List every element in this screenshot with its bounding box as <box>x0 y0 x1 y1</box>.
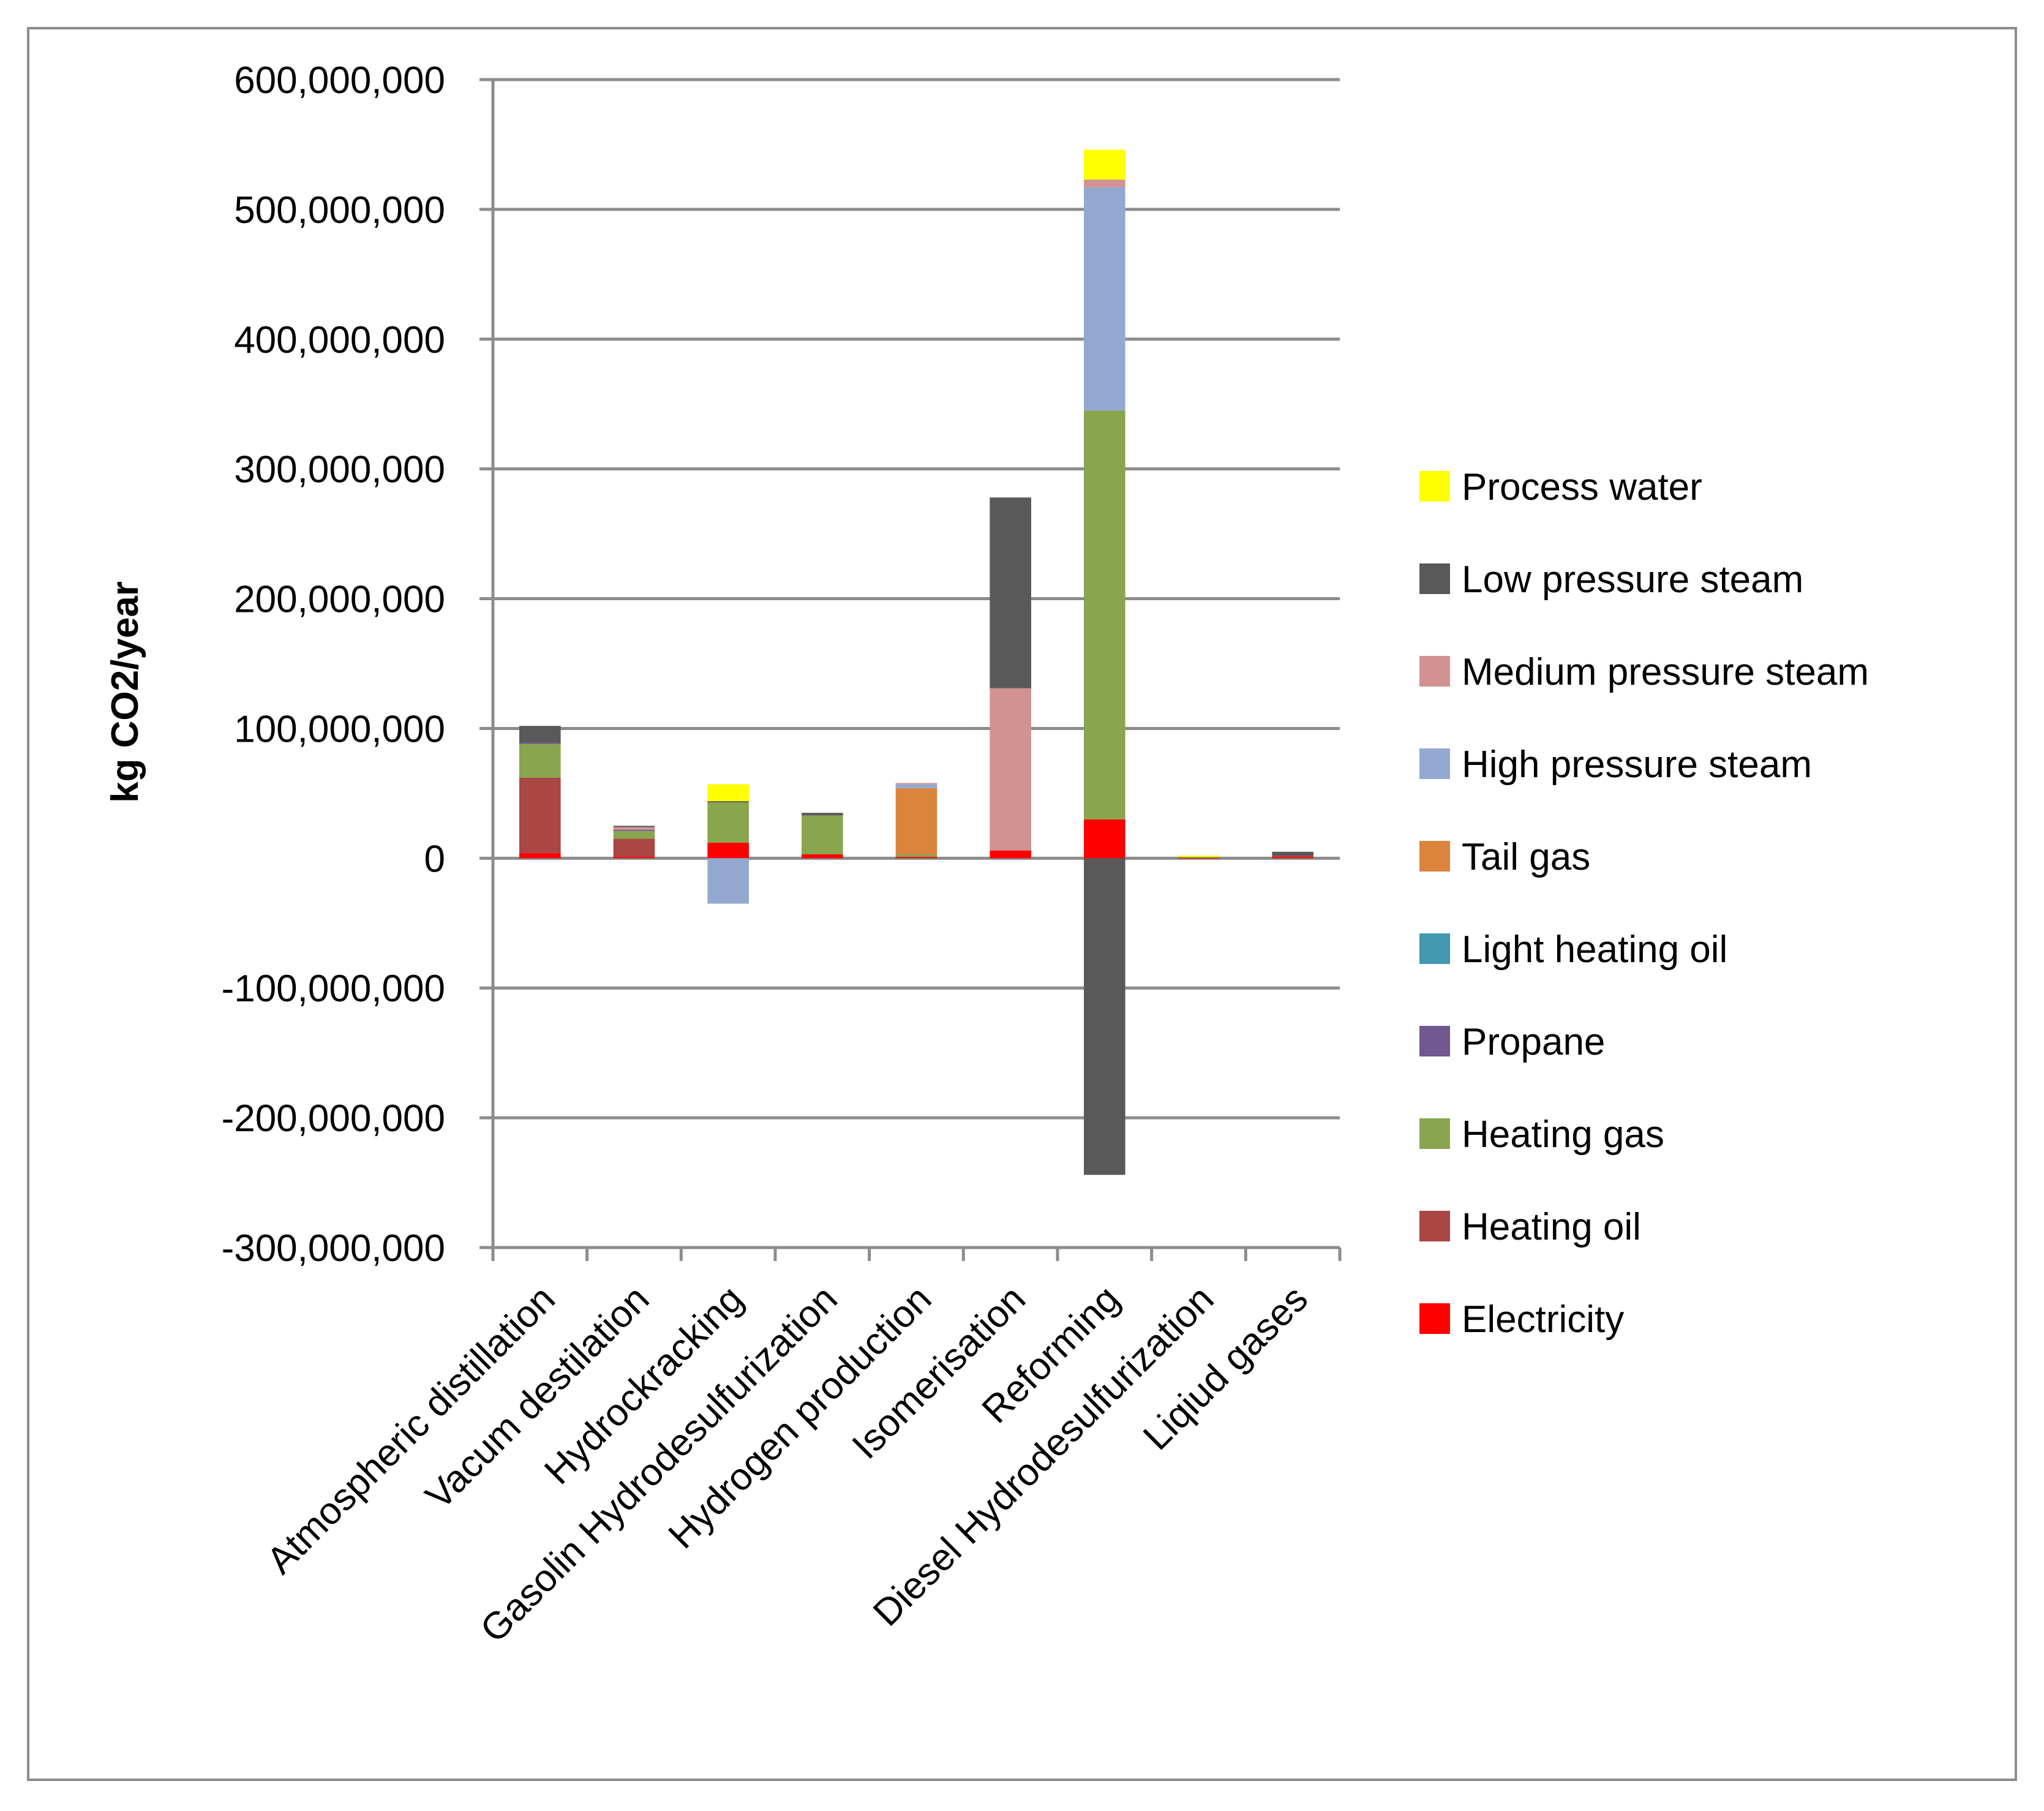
y-axis-label: kg CO2/year <box>104 581 146 803</box>
legend-label: Heating gas <box>1462 1113 1664 1156</box>
bar-segment <box>613 827 655 830</box>
axes <box>491 80 1342 1261</box>
legend-label: Low pressure steam <box>1462 559 1803 601</box>
y-tick-label: 400,000,000 <box>234 319 445 361</box>
legend-swatch <box>1419 1211 1450 1241</box>
bar-segment <box>613 857 655 859</box>
bar-segment <box>895 857 937 859</box>
bar-segment <box>519 742 561 744</box>
y-tick-label: -200,000,000 <box>222 1098 445 1140</box>
bar-segment <box>1178 857 1220 859</box>
bar-segment <box>1084 179 1125 187</box>
bar-segment <box>519 744 561 778</box>
bar-segment <box>519 777 561 853</box>
legend-swatch <box>1419 1303 1450 1334</box>
legend-swatch <box>1419 656 1450 687</box>
bar-segment <box>707 801 749 803</box>
bar-segment <box>895 784 937 788</box>
legend-label: Heating oil <box>1462 1206 1641 1248</box>
bar-segment <box>895 854 937 857</box>
bars <box>519 149 1313 1175</box>
bar-segment <box>707 842 749 859</box>
y-tick-label: 500,000,000 <box>234 189 445 232</box>
bar-segment <box>613 829 655 831</box>
y-tick-label: 300,000,000 <box>234 449 445 491</box>
bar-segment <box>895 788 937 854</box>
bar-segment <box>1084 858 1125 1175</box>
y-tick-label: 100,000,000 <box>234 708 445 750</box>
bar-segment <box>1178 857 1220 858</box>
bar-segment <box>990 850 1031 859</box>
legend-label: Electricity <box>1462 1298 1624 1341</box>
chart-border <box>27 27 2017 1781</box>
bar-segment <box>1272 851 1313 856</box>
legend-swatch <box>1419 841 1450 872</box>
legend-swatch <box>1419 933 1450 964</box>
legend-label: Process water <box>1462 466 1702 508</box>
legend-label: Light heating oil <box>1462 928 1727 971</box>
legend-label: Medium pressure steam <box>1462 651 1869 693</box>
bar-segment <box>990 688 1031 851</box>
y-tick-label: -300,000,000 <box>222 1227 445 1270</box>
bar-segment <box>1272 856 1313 857</box>
bar-segment <box>1178 856 1220 857</box>
bar-segment <box>613 826 655 827</box>
bar-segment <box>519 726 561 743</box>
bar-segment <box>802 815 843 854</box>
legend: Process water Low pressure steam Medium pr… <box>1419 466 1869 1341</box>
bar-segment <box>802 813 843 816</box>
bar-segment <box>613 838 655 857</box>
legend-label: Propane <box>1462 1021 1605 1063</box>
legend-swatch <box>1419 1118 1450 1149</box>
y-tick-label: -100,000,000 <box>222 968 445 1010</box>
bar-segment <box>707 858 749 904</box>
bar-segment <box>707 784 749 802</box>
bar-segment <box>990 497 1031 688</box>
bar-segment <box>1084 149 1125 180</box>
bar-segment <box>802 854 843 859</box>
y-tick-labels: 600,000,000 500,000,000 400,000,000 300,000… <box>222 59 445 1270</box>
y-tick-label: 0 <box>424 838 445 880</box>
legend-swatch <box>1419 748 1450 779</box>
bar-segment <box>895 783 937 785</box>
legend-swatch <box>1419 563 1450 594</box>
legend-label: High pressure steam <box>1462 744 1812 786</box>
y-tick-label: 200,000,000 <box>234 579 445 621</box>
bar-segment <box>707 802 749 843</box>
bar-segment <box>1084 819 1125 859</box>
bar-segment <box>1272 857 1313 859</box>
legend-swatch <box>1419 1026 1450 1056</box>
bar-segment <box>1084 187 1125 411</box>
legend-label: Tail gas <box>1462 836 1590 878</box>
bar-segment <box>1084 410 1125 819</box>
legend-swatch <box>1419 471 1450 502</box>
y-tick-label: 600,000,000 <box>234 59 445 102</box>
bar-segment <box>613 830 655 839</box>
bar-segment <box>519 853 561 859</box>
